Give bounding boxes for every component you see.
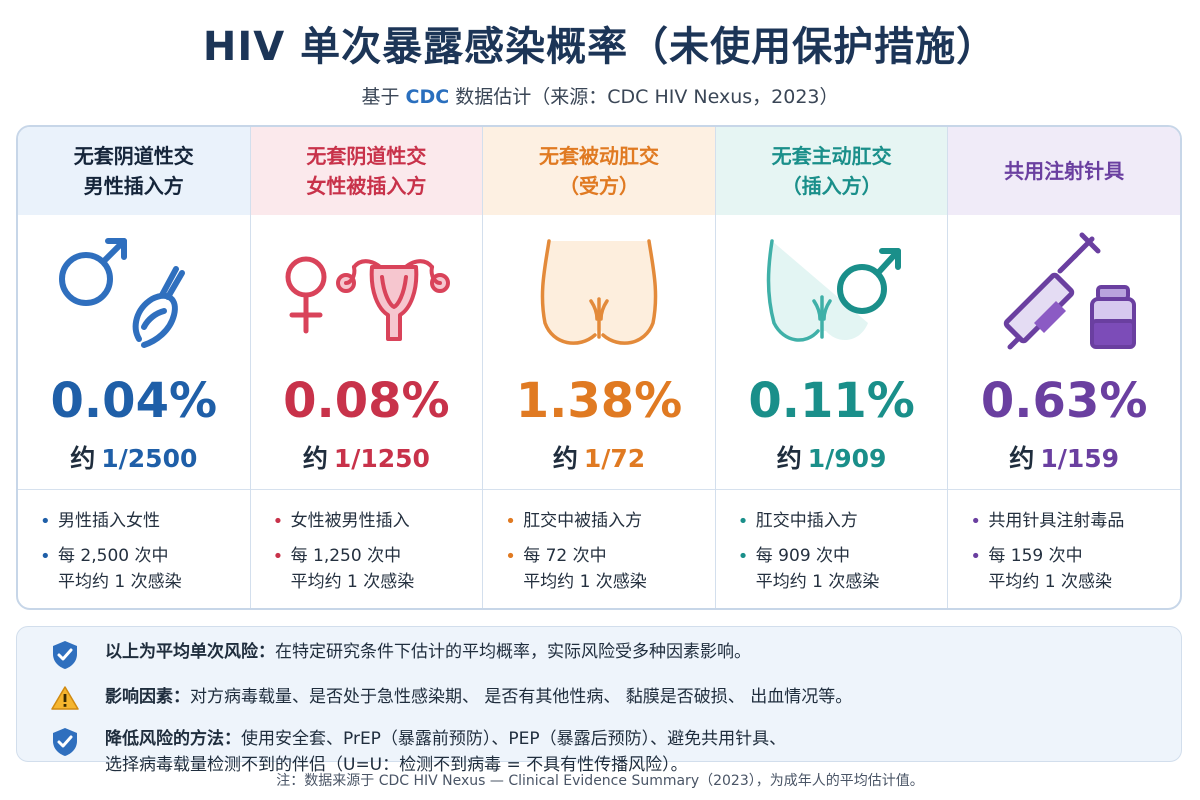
ratio-value: 1/159 [1040, 444, 1120, 473]
info-row-prevention: 降低风险的方法：使用安全套、PrEP（暴露前预防）、PEP（暴露后预防）、避免共… [51, 726, 1181, 779]
card-title-line2: 男性插入方 [83, 174, 184, 198]
card-title-line1: 无套被动肛交 [538, 144, 659, 168]
card-header: 无套被动肛交 （受方） [483, 127, 715, 215]
ratio-prefix: 约 [70, 444, 96, 473]
card-title-line1: 共用注射针具 [1004, 159, 1125, 183]
info-text-line2: 选择病毒载量检测不到的伴侣（U=U：检测不到病毒 = 不具有性传播风险）。 [105, 755, 688, 776]
page-subtitle: 基于 CDC 数据估计（来源：CDC HIV Nexus，2023） [0, 82, 1200, 109]
ratio-prefix: 约 [552, 444, 578, 473]
body-male-icon [716, 227, 948, 387]
risk-percent: 0.63% [980, 373, 1148, 429]
warning-icon [51, 684, 105, 719]
risk-ratio: 约 1/72 [483, 439, 715, 475]
info-text-line1: 使用安全套、PrEP（暴露前预防）、PEP（暴露后预防）、避免共用针具、 [241, 728, 787, 749]
note-2-line2: 平均约 1 次感染 [290, 572, 415, 593]
info-text: 对方病毒载量、是否处于急性感染期、 是否有其他性病、 黏膜是否破损、 出血情况等… [190, 687, 853, 708]
info-panel: 以上为平均单次风险：在特定研究条件下估计的平均概率，实际风险受多种因素影响。 影… [16, 626, 1182, 775]
ratio-value: 1/909 [807, 444, 887, 473]
card-header: 无套主动肛交 （插入方） [715, 127, 948, 215]
subtitle-prefix: 基于 [361, 86, 400, 108]
footnote: 注：数据来源于 CDC HIV Nexus — Clinical Evidenc… [276, 773, 924, 789]
page-title: HIV 单次暴露感染概率（未使用保护措施） [202, 24, 998, 70]
risk-ratio: 约 1/1250 [251, 439, 483, 475]
risk-percent: 0.08% [283, 373, 450, 429]
note-2-line1: 每 72 次中 [523, 545, 607, 566]
note-2-line1: 每 1,250 次中 [290, 545, 402, 566]
info-row-factors: 影响因素：对方病毒载量、是否处于急性感染期、 是否有其他性病、 黏膜是否破损、 … [51, 684, 1181, 719]
note-2-line1: 每 159 次中 [988, 545, 1083, 566]
card-title-line1: 无套主动肛交 [771, 144, 892, 168]
card-needle-sharing: 共用注射针具 0.63% 约 1/159 [948, 127, 1180, 608]
note-2-line1: 每 2,500 次中 [58, 545, 169, 566]
card-header: 无套阴道性交 男性插入方 [18, 127, 250, 215]
card-vaginal-insertive: 无套阴道性交 男性插入方 0.04% 约 1/2500 • 男性插入女性 • 每 2,5… [18, 127, 251, 608]
ratio-value: 1/1250 [333, 444, 430, 473]
card-title-line2: （受方） [558, 174, 639, 198]
risk-percent: 1.38% [515, 373, 683, 429]
card-notes: • 女性被男性插入 • 每 1,250 次中 平均约 1 次感染 [250, 489, 483, 608]
card-title-line1: 无套阴道性交 [73, 144, 194, 168]
card-vaginal-receptive: 无套阴道性交 女性被插入方 0.08% [250, 127, 484, 608]
risk-ratio: 约 1/159 [948, 439, 1180, 475]
note-1: 肛交中插入方 [755, 511, 858, 531]
card-notes: • 肛交中被插入方 • 每 72 次中 平均约 1 次感染 [483, 489, 715, 608]
ratio-prefix: 约 [776, 444, 802, 473]
male-symbol-icon [18, 227, 250, 387]
card-title-line2: （插入方） [781, 174, 882, 198]
note-2-line2: 平均约 1 次感染 [523, 572, 647, 593]
card-anal-receptive: 无套被动肛交 （受方） 1.38% 约 1/72 • 肛交中被插入方 • 每 72 次中… [483, 127, 716, 608]
card-anal-insertive: 无套主动肛交 （插入方） 0.11% 约 1/909 • 肛交中插 [715, 127, 949, 608]
card-header: 共用注射针具 [948, 127, 1180, 215]
risk-percent: 0.04% [50, 373, 218, 429]
buttocks-icon [483, 227, 715, 387]
subtitle-cdc: CDC [405, 86, 450, 108]
shield-check-icon [51, 639, 105, 678]
risk-percent: 0.11% [748, 373, 915, 429]
note-2-line2: 平均约 1 次感染 [58, 572, 182, 593]
note-2-line2: 平均约 1 次感染 [988, 572, 1112, 593]
note-1: 男性插入女性 [58, 511, 160, 531]
note-1: 共用针具注射毒品 [988, 511, 1125, 531]
info-bold: 降低风险的方法： [105, 728, 241, 749]
note-1: 女性被男性插入 [290, 511, 410, 531]
note-1: 肛交中被插入方 [523, 511, 643, 531]
info-text: 在特定研究条件下估计的平均概率，实际风险受多种因素影响。 [275, 642, 751, 662]
ratio-value: 1/72 [583, 444, 646, 473]
note-2-line1: 每 909 次中 [755, 545, 851, 566]
info-row-average: 以上为平均单次风险：在特定研究条件下估计的平均概率，实际风险受多种因素影响。 [51, 639, 1181, 678]
ratio-prefix: 约 [1009, 444, 1035, 473]
risk-cards: 无套阴道性交 男性插入方 0.04% 约 1/2500 • 男性插入女性 • 每 2,5… [16, 125, 1182, 610]
info-bold: 影响因素： [105, 687, 190, 708]
ratio-value: 1/2500 [101, 444, 198, 473]
card-header: 无套阴道性交 女性被插入方 [250, 127, 483, 215]
card-title-line1: 无套阴道性交 [306, 144, 427, 168]
risk-ratio: 约 1/2500 [18, 439, 250, 475]
risk-ratio: 约 1/909 [716, 439, 948, 475]
female-uterus-icon [251, 227, 483, 387]
info-bold: 以上为平均单次风险： [105, 642, 275, 662]
card-title-line2: 女性被插入方 [306, 174, 427, 198]
syringe-vial-icon [948, 227, 1180, 387]
card-notes: • 肛交中插入方 • 每 909 次中 平均约 1 次感染 [715, 489, 948, 608]
note-2-line2: 平均约 1 次感染 [755, 572, 880, 593]
ratio-prefix: 约 [302, 444, 328, 473]
card-notes: • 男性插入女性 • 每 2,500 次中 平均约 1 次感染 [18, 489, 250, 608]
subtitle-suffix: 数据估计（来源：CDC HIV Nexus，2023） [455, 86, 839, 108]
shield-check-icon [51, 726, 105, 765]
card-notes: • 共用针具注射毒品 • 每 159 次中 平均约 1 次感染 [948, 489, 1180, 608]
